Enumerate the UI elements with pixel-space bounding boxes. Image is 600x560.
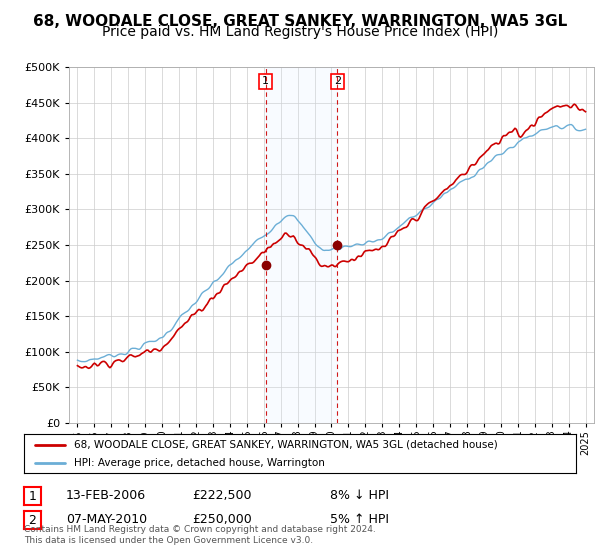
Bar <box>266 67 337 423</box>
Text: £250,000: £250,000 <box>192 512 252 526</box>
Text: 2: 2 <box>334 76 341 86</box>
Text: 1: 1 <box>262 76 269 86</box>
Text: Contains HM Land Registry data © Crown copyright and database right 2024.
This d: Contains HM Land Registry data © Crown c… <box>24 525 376 545</box>
Text: 13-FEB-2006: 13-FEB-2006 <box>66 488 146 502</box>
Text: £222,500: £222,500 <box>192 488 251 502</box>
Text: 68, WOODALE CLOSE, GREAT SANKEY, WARRINGTON, WA5 3GL: 68, WOODALE CLOSE, GREAT SANKEY, WARRING… <box>33 14 567 29</box>
Text: HPI: Average price, detached house, Warrington: HPI: Average price, detached house, Warr… <box>74 458 325 468</box>
Text: 8% ↓ HPI: 8% ↓ HPI <box>330 488 389 502</box>
Text: 07-MAY-2010: 07-MAY-2010 <box>66 512 147 526</box>
Text: 5% ↑ HPI: 5% ↑ HPI <box>330 512 389 526</box>
Text: 1: 1 <box>28 489 37 503</box>
Text: 68, WOODALE CLOSE, GREAT SANKEY, WARRINGTON, WA5 3GL (detached house): 68, WOODALE CLOSE, GREAT SANKEY, WARRING… <box>74 440 497 450</box>
Text: 2: 2 <box>28 514 37 527</box>
Text: Price paid vs. HM Land Registry's House Price Index (HPI): Price paid vs. HM Land Registry's House … <box>102 25 498 39</box>
